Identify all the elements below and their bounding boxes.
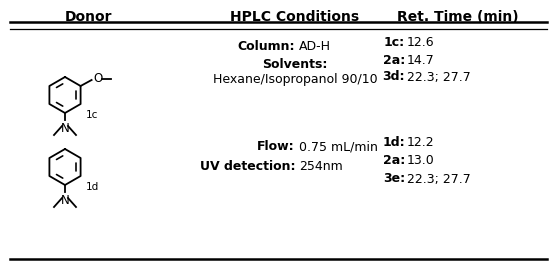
Text: Donor: Donor bbox=[64, 10, 112, 24]
Text: 2a:: 2a: bbox=[383, 53, 405, 66]
Text: Hexane/Isopropanol 90/10: Hexane/Isopropanol 90/10 bbox=[213, 73, 377, 87]
Text: 22.3; 27.7: 22.3; 27.7 bbox=[407, 70, 471, 84]
Text: Column:: Column: bbox=[237, 41, 295, 53]
Text: AD-H: AD-H bbox=[299, 41, 331, 53]
Text: 2a:: 2a: bbox=[383, 154, 405, 167]
Text: Solvents:: Solvents: bbox=[262, 57, 328, 70]
Text: 1c:: 1c: bbox=[384, 37, 405, 49]
Text: 254nm: 254nm bbox=[299, 160, 343, 174]
Text: UV detection:: UV detection: bbox=[199, 160, 295, 174]
Text: 3e:: 3e: bbox=[383, 172, 405, 186]
Text: 1d:: 1d: bbox=[382, 136, 405, 150]
Text: N: N bbox=[61, 194, 70, 207]
Text: 12.6: 12.6 bbox=[407, 37, 434, 49]
Text: Ret. Time (min): Ret. Time (min) bbox=[397, 10, 519, 24]
Text: 12.2: 12.2 bbox=[407, 136, 434, 150]
Text: 1c: 1c bbox=[86, 110, 99, 120]
Text: 22.3; 27.7: 22.3; 27.7 bbox=[407, 172, 471, 186]
Text: 13.0: 13.0 bbox=[407, 154, 435, 167]
Text: 1d: 1d bbox=[86, 182, 99, 192]
Text: N: N bbox=[61, 122, 70, 135]
Text: HPLC Conditions: HPLC Conditions bbox=[231, 10, 360, 24]
Text: 14.7: 14.7 bbox=[407, 53, 435, 66]
Text: 0.75 mL/min: 0.75 mL/min bbox=[299, 140, 378, 154]
Text: 3d:: 3d: bbox=[383, 70, 405, 84]
Text: Flow:: Flow: bbox=[257, 140, 295, 154]
Text: O: O bbox=[94, 73, 103, 85]
